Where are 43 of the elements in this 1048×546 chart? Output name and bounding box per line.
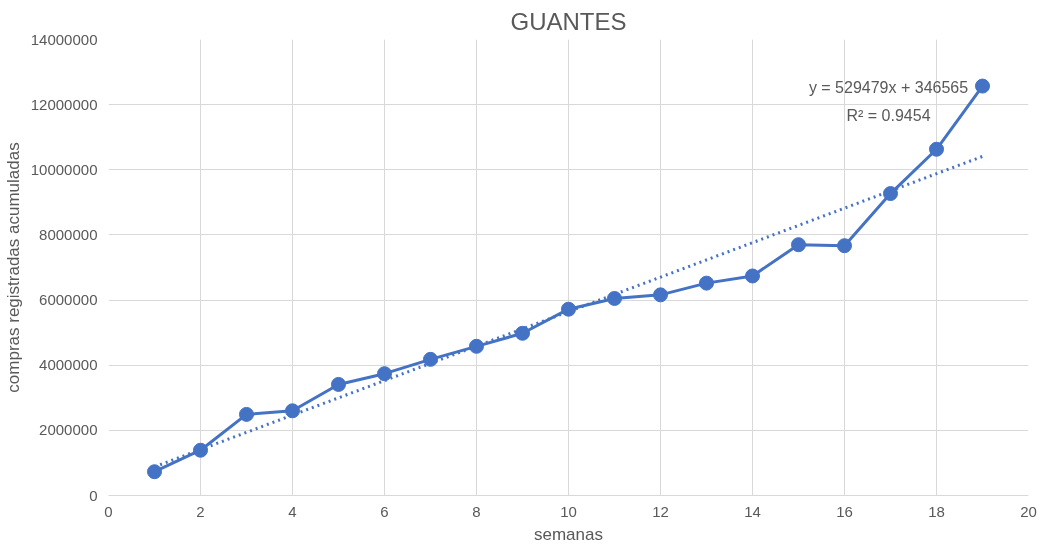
- x-tick-label: 14: [744, 502, 761, 520]
- x-tick-label: 8: [472, 502, 481, 520]
- x-tick-label: 4: [288, 502, 297, 520]
- point: [975, 78, 990, 94]
- point: [791, 237, 806, 253]
- point: [653, 287, 668, 303]
- x-tick-label: 10: [560, 502, 577, 520]
- y-tick-label: 12000000: [30, 95, 98, 113]
- y-axis-title: compras registradas acumuladas: [3, 142, 23, 393]
- point: [239, 406, 254, 422]
- annotation: y = 529479x + 346565: [808, 78, 969, 96]
- point: [837, 238, 852, 254]
- x-tick-label: 0: [104, 502, 113, 520]
- y-tick-label: 14000000: [30, 30, 98, 48]
- y-tick-label: 2000000: [39, 421, 98, 439]
- x-tick-label: 16: [836, 502, 853, 520]
- point: [147, 464, 162, 480]
- annotation: R² = 0.9454: [846, 106, 931, 124]
- point: [193, 442, 208, 458]
- y-tick-label: 0: [89, 486, 98, 504]
- point: [331, 376, 346, 392]
- y-tick-label: 10000000: [30, 160, 98, 178]
- point: [883, 186, 898, 202]
- point: [469, 338, 484, 354]
- y-tick-label: 4000000: [39, 356, 98, 374]
- point: [423, 351, 438, 367]
- x-axis-title: semanas: [534, 524, 603, 544]
- point: [515, 325, 530, 341]
- point: [561, 301, 576, 317]
- point: [377, 366, 392, 382]
- point: [607, 290, 622, 306]
- point: [285, 403, 300, 419]
- point: [745, 268, 760, 284]
- x-tick-label: 6: [380, 502, 389, 520]
- y-tick-label: 6000000: [39, 291, 98, 309]
- x-tick-label: 2: [196, 502, 205, 520]
- y-tick-label: 8000000: [39, 225, 98, 243]
- x-tick-label: 12: [652, 502, 669, 520]
- x-tick-label: 18: [928, 502, 945, 520]
- chart-title: GUANTES: [510, 7, 627, 35]
- x-tick-label: 20: [1020, 502, 1037, 520]
- point: [699, 275, 714, 291]
- point: [929, 141, 944, 157]
